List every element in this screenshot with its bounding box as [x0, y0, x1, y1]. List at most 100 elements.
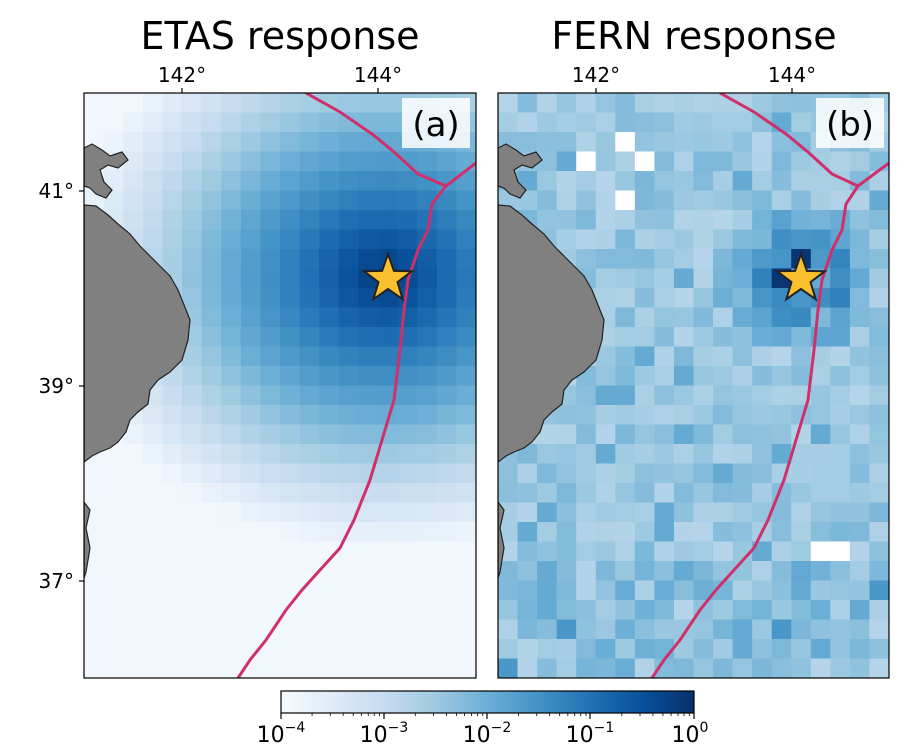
response-cell: [201, 541, 222, 562]
response-cell: [537, 580, 558, 601]
response-cell: [654, 229, 675, 250]
response-cell: [201, 385, 222, 406]
response-cell: [299, 502, 320, 523]
response-cell: [791, 93, 812, 114]
response-cell: [436, 444, 457, 465]
response-cell: [319, 151, 340, 172]
response-cell: [417, 268, 438, 289]
response-cell: [849, 541, 871, 562]
response-cell: [869, 366, 889, 387]
response-cell: [537, 502, 558, 523]
response-cell: [84, 112, 105, 133]
response-cell: [221, 112, 242, 133]
response-cell: [830, 639, 851, 660]
response-cell: [319, 288, 340, 309]
response-cell: [417, 249, 438, 270]
response-cell: [869, 424, 889, 445]
response-cell: [378, 132, 399, 153]
response-cell: [693, 444, 714, 465]
response-cell: [849, 366, 871, 387]
response-cell: [654, 327, 675, 348]
response-cell: [417, 151, 438, 172]
response-cell: [142, 561, 163, 582]
response-cell: [537, 639, 558, 660]
response-cell: [201, 502, 222, 523]
response-cell: [84, 483, 105, 504]
response-cell: [869, 619, 889, 640]
response-cell: [732, 132, 753, 153]
response-cell: [771, 366, 792, 387]
response-cell: [417, 483, 438, 504]
response-cell: [634, 444, 655, 465]
response-cell: [732, 639, 753, 660]
response-cell: [456, 522, 476, 543]
response-cell: [634, 463, 655, 484]
response-cell: [517, 502, 538, 523]
response-cell: [537, 151, 558, 172]
response-cell: [103, 600, 124, 621]
response-cell: [397, 600, 418, 621]
response-cell: [849, 385, 871, 406]
response-cell: [280, 210, 301, 231]
response-cell: [791, 307, 812, 328]
response-cell: [849, 268, 871, 289]
response-cell: [713, 483, 734, 504]
response-cell: [201, 561, 222, 582]
response-cell: [615, 171, 636, 192]
response-cell: [830, 346, 851, 367]
response-cell: [752, 502, 773, 523]
response-cell: [123, 522, 144, 543]
panel-b-lon-ticks: 142° 144°: [572, 63, 816, 93]
response-cell: [713, 385, 734, 406]
response-cell: [221, 444, 242, 465]
response-cell: [378, 580, 399, 601]
response-cell: [260, 366, 281, 387]
response-cell: [654, 307, 675, 328]
response-cell: [654, 268, 675, 289]
response-cell: [849, 580, 871, 601]
response-cell: [358, 424, 379, 445]
response-cell: [221, 600, 242, 621]
response-cell: [673, 561, 695, 582]
response-cell: [280, 190, 301, 211]
response-cell: [752, 463, 773, 484]
panel-a-land-south: [84, 501, 91, 579]
response-cell: [142, 522, 163, 543]
response-cell: [182, 463, 203, 484]
response-cell: [752, 619, 773, 640]
response-cell: [319, 522, 340, 543]
response-cell: [397, 541, 418, 562]
response-cell: [517, 112, 538, 133]
panel-a: ETAS response 142° 144° 41° 39° 37° (a): [39, 14, 477, 679]
response-cell: [397, 151, 418, 172]
response-cell: [810, 658, 831, 678]
response-cell: [791, 600, 812, 621]
response-cell: [221, 366, 242, 387]
response-cell: [752, 405, 773, 426]
response-cell: [869, 483, 889, 504]
response-cell: [103, 190, 124, 211]
response-cell: [556, 580, 577, 601]
response-cell: [830, 541, 851, 562]
response-cell: [752, 444, 773, 465]
response-cell: [810, 541, 831, 562]
response-cell: [280, 346, 301, 367]
response-cell: [182, 151, 203, 172]
response-cell: [358, 190, 379, 211]
response-cell: [221, 385, 242, 406]
response-cell: [456, 424, 476, 445]
response-cell: [103, 522, 124, 543]
response-cell: [436, 385, 457, 406]
response-cell: [240, 288, 261, 309]
response-cell: [615, 210, 636, 231]
response-cell: [280, 288, 301, 309]
response-cell: [378, 522, 399, 543]
response-cell: [123, 132, 144, 153]
response-cell: [556, 112, 577, 133]
response-cell: [162, 171, 183, 192]
response-cell: [456, 210, 476, 231]
response-cell: [142, 112, 163, 133]
response-cell: [498, 658, 519, 678]
response-cell: [615, 288, 636, 309]
response-cell: [752, 541, 773, 562]
